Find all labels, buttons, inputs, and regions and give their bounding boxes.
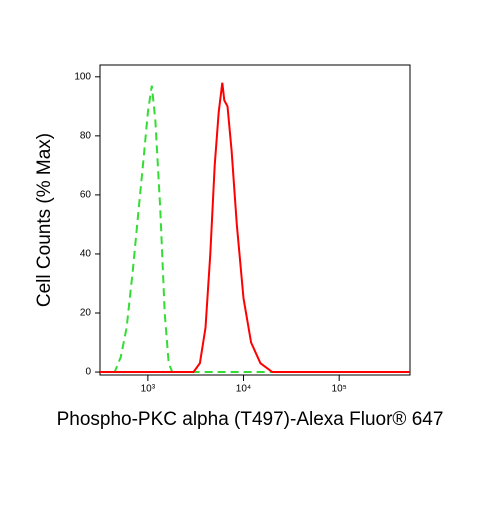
y-tick-label: 0 [85,367,91,378]
x-tick-label: 10⁵ [332,384,347,395]
histogram-line [100,82,410,373]
histogram-line [100,85,410,373]
y-tick-label: 80 [80,130,92,141]
y-tick-label: 40 [80,249,92,260]
y-tick-label: 100 [74,71,91,82]
x-tick-label: 10⁴ [236,384,251,395]
y-axis-label: Cell Counts (% Max) [34,133,55,307]
y-tick-label: 60 [80,190,92,201]
y-tick-label: 20 [80,308,92,319]
x-tick-label: 10³ [141,384,156,395]
plot-frame [99,64,411,376]
x-axis-label: Phospho-PKC alpha (T497)-Alexa Fluor® 64… [57,409,444,430]
